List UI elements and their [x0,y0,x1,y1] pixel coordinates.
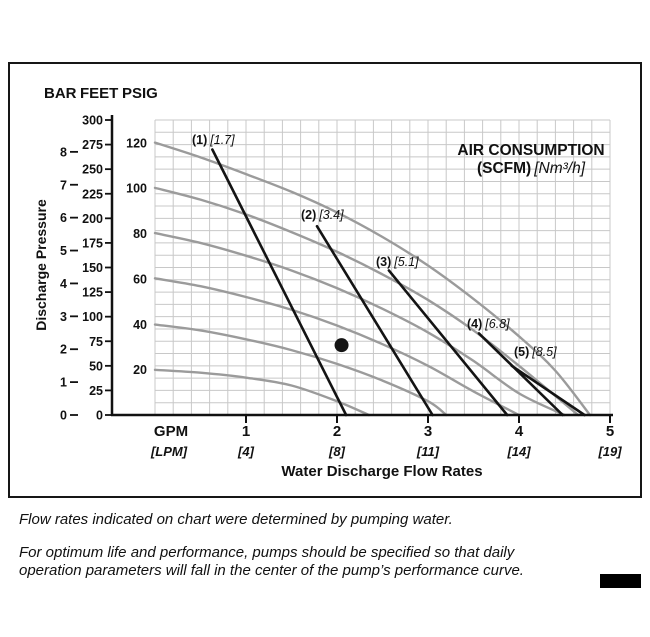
feet-tick-label: 50 [89,359,103,373]
feet-tick-label: 175 [82,236,103,250]
legend-title: AIR CONSUMPTION [457,142,605,159]
legend-units: (SCFM) [Nm³/h] [457,160,604,178]
x-tick-gpm-2: 2 [332,423,342,440]
x-tick-lpm-3: [11] [416,444,440,459]
legend: AIR CONSUMPTION (SCFM) [Nm³/h] [457,142,604,178]
air-line-number: (2) [301,208,317,222]
feet-tick-label: 100 [82,310,103,324]
x-tick-lpm-2: [8] [329,444,345,459]
water-performance-curve [153,141,592,417]
bar-tick-label: 8 [60,145,67,159]
air-line-label-4: (4) [6.8] [467,317,510,331]
bar-tick-label: 1 [60,376,67,390]
x-axis-unit-gpm: GPM [153,423,189,440]
air-line-label-2: (2) [3.4] [301,208,344,222]
bar-tick-label: 2 [60,343,67,357]
air-consumption-line [477,332,564,417]
footnote-1: Flow rates indicated on chart were deter… [19,511,453,528]
x-tick-gpm-1: 1 [241,423,251,440]
x-tick-gpm-4: 4 [514,423,524,440]
water-performance-curve [153,186,580,417]
page-corner-mark [600,574,641,588]
air-line-number: (1) [192,133,208,147]
psig-tick-label: 40 [133,318,147,332]
x-tick-gpm-5: 5 [605,423,615,440]
air-line-value: [1.7] [210,133,235,147]
y-axis-unit-feet: FEET [80,85,119,102]
psig-tick-label: 80 [133,227,147,241]
feet-tick-label: 300 [82,114,103,128]
feet-tick-label: 0 [96,409,103,423]
operating-point-marker [334,338,349,353]
water-performance-curve [153,323,448,417]
air-line-value: [8.5] [532,345,557,359]
y-axis-title: Discharge Pressure [33,199,49,331]
y-axis-unit-psig: PSIG [122,85,158,102]
bar-tick-label: 7 [60,178,67,192]
feet-tick-label: 275 [82,138,103,152]
bar-tick-label: 5 [60,244,67,258]
feet-tick-label: 225 [82,187,103,201]
air-line-number: (3) [376,255,392,269]
legend-unit-nm3h: [Nm³/h] [534,159,586,177]
psig-tick-label: 60 [133,272,147,286]
bar-tick-label: 3 [60,310,67,324]
air-line-label-5: (5) [8.5] [514,345,557,359]
bar-tick-label: 4 [60,277,67,291]
air-line-label-3: (3) [5.1] [376,255,419,269]
x-axis-unit-lpm: [LPM] [150,444,188,459]
x-tick-lpm-5: [19] [598,444,622,459]
feet-tick-label: 75 [89,335,103,349]
feet-tick-label: 125 [82,286,103,300]
air-consumption-line [211,148,348,417]
feet-tick-label: 25 [89,384,103,398]
footnote-2-line-1: For optimum life and performance, pumps … [19,544,515,561]
footnote-2-line-2: operation parameters will fall in the ce… [19,562,524,579]
bar-tick-label: 0 [60,409,67,423]
feet-tick-label: 150 [82,261,103,275]
bar-tick-label: 6 [60,211,67,225]
legend-unit-scfm: (SCFM) [476,159,532,177]
air-line-value: [5.1] [394,255,419,269]
air-consumption-line [387,269,509,417]
feet-tick-label: 250 [82,163,103,177]
air-line-value: [3.4] [319,208,344,222]
psig-tick-label: 120 [126,136,147,150]
psig-tick-label: 20 [133,363,147,377]
air-consumption-line [510,364,586,417]
x-tick-gpm-3: 3 [423,423,433,440]
x-axis-title: Water Discharge Flow Rates [281,463,483,480]
feet-tick-label: 200 [82,212,103,226]
x-tick-lpm-1: [4] [238,444,254,459]
air-line-number: (5) [514,345,530,359]
air-line-label-1: (1) [1.7] [192,133,235,147]
psig-tick-label: 100 [126,182,147,196]
y-axis-unit-bar: BAR [44,85,77,102]
air-line-value: [6.8] [485,317,510,331]
x-tick-lpm-4: [14] [507,444,531,459]
air-line-number: (4) [467,317,483,331]
air-consumption-line [315,224,434,417]
water-performance-curve [153,277,521,417]
